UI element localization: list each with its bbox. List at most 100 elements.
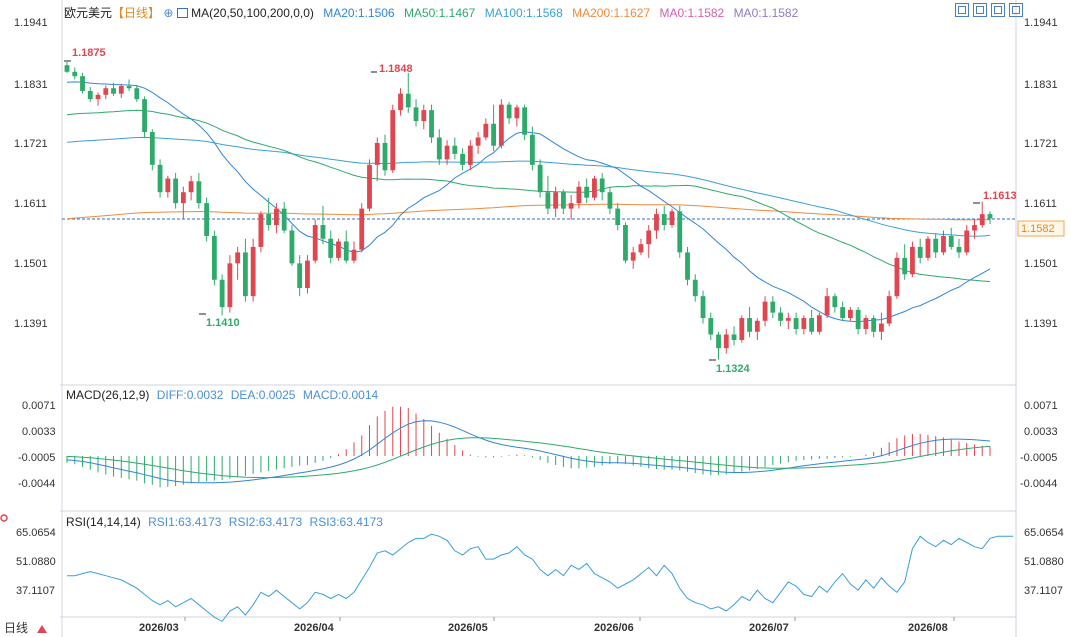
chart-toolbar — [955, 3, 1023, 17]
candle-body — [979, 214, 985, 226]
candle-body — [630, 252, 636, 261]
rsi-axis-left: 65.0654 51.0880 37.1107 — [16, 527, 56, 597]
price-tick-left: 1.1941 — [14, 17, 48, 29]
candle-body — [95, 94, 101, 100]
candle-body — [80, 76, 85, 91]
candle-body — [460, 153, 465, 165]
candle-body — [196, 181, 202, 204]
candle-body — [708, 318, 714, 335]
candle-body — [917, 246, 923, 258]
candle-body — [421, 110, 427, 122]
low1-label: 1.1410 — [206, 317, 240, 329]
rsi-tick-right: 51.0880 — [1024, 556, 1064, 568]
candle-body — [359, 208, 365, 250]
candle-body — [568, 203, 574, 209]
rsi1-value: RSI1:63.4173 — [148, 515, 222, 529]
candle-body — [646, 230, 652, 245]
candle-body — [180, 192, 186, 204]
price-tick-right: 1.1501 — [1024, 258, 1058, 270]
moving-average-lines — [66, 81, 991, 323]
candle-body — [987, 214, 993, 219]
candle-body — [661, 214, 667, 226]
candle-body — [747, 318, 752, 332]
macd-dea: DEA:0.0025 — [230, 388, 296, 402]
candle-body — [933, 238, 939, 253]
candle-body — [879, 323, 884, 332]
period-dropdown-icon[interactable] — [37, 625, 47, 633]
candle-body — [785, 318, 791, 321]
candle-body — [739, 318, 745, 340]
ma200-line — [66, 203, 990, 221]
price-tick-right: 1.1391 — [1024, 318, 1058, 330]
macd-value: MACD:0.0014 — [302, 388, 379, 402]
layout-icon[interactable] — [991, 3, 1005, 17]
candle-body — [700, 296, 706, 319]
fullscreen-icon[interactable] — [1009, 3, 1023, 17]
candle-body — [623, 225, 628, 261]
rsi-tick-right: 65.0654 — [1024, 527, 1064, 539]
candle-body — [289, 230, 295, 264]
period-label[interactable]: 日线 — [4, 621, 28, 635]
ma-toggle-icon[interactable]: ⊕ — [163, 6, 174, 20]
candle-body — [312, 225, 318, 261]
ma50-line — [66, 109, 991, 282]
macd-tick-right: 0.0071 — [1024, 400, 1058, 412]
candle-body — [964, 230, 970, 253]
candle-body — [444, 145, 450, 160]
candle-body — [157, 164, 163, 193]
current-price-tag-box — [1017, 220, 1065, 237]
candle-body — [429, 110, 434, 138]
candle-body — [677, 211, 683, 253]
candle-body — [320, 225, 326, 239]
macd-axis-left: 0.0071 0.0033 -0.0005 -0.0044 — [18, 400, 56, 490]
candle-body — [188, 181, 194, 193]
month-label: 2026/06 — [594, 622, 634, 634]
candle-body — [522, 107, 528, 135]
candle-body — [638, 244, 644, 253]
candle-body — [305, 260, 310, 288]
symbol-name: 欧元美元 — [64, 6, 113, 20]
rsi3-value: RSI3:63.4173 — [309, 515, 383, 529]
zoom-in-icon[interactable] — [973, 3, 987, 17]
price-header: 欧元美元【日线】 ⊕ MA(20,50,100,200,0,0) MA20:1.… — [64, 6, 798, 20]
candle-body — [847, 309, 853, 319]
candle-body — [367, 164, 372, 209]
candle-body — [886, 296, 892, 324]
rsi-tick-left: 51.0880 — [16, 556, 56, 568]
time-axis: 2026/03 2026/04 2026/05 2026/06 2026/07 … — [139, 622, 948, 634]
candle-body — [948, 235, 954, 247]
candle-body — [941, 235, 946, 253]
candle-body — [560, 192, 566, 209]
high1-label: 1.1875 — [72, 47, 106, 59]
candle-body — [351, 249, 357, 261]
candle-body — [204, 203, 210, 236]
candle-body — [118, 86, 124, 94]
ma20-line — [66, 81, 991, 323]
rsi-settings-icon[interactable] — [0, 514, 8, 522]
candle-body — [382, 142, 388, 171]
crosshair-icon[interactable] — [955, 3, 969, 17]
macd-tick-left: 0.0071 — [22, 400, 56, 412]
candle-body — [863, 318, 869, 330]
month-label: 2026/07 — [749, 622, 789, 634]
candle-body — [398, 93, 403, 111]
candle-body — [72, 71, 78, 77]
candle-body — [343, 241, 349, 261]
ma-settings-icon[interactable] — [176, 8, 188, 18]
candle-body — [126, 86, 132, 89]
last-high-label: 1.1613 — [983, 190, 1017, 202]
macd-tick-left: -0.0005 — [18, 452, 55, 464]
candle-body — [731, 334, 737, 340]
ma-label: MA(20,50,100,200,0,0) — [191, 6, 314, 20]
month-label: 2026/05 — [448, 622, 488, 634]
candle-body — [529, 134, 535, 165]
candle-body — [545, 192, 551, 209]
candle-body — [452, 145, 458, 154]
period-name[interactable]: 【日线】 — [112, 6, 161, 20]
high2-label: 1.1848 — [379, 63, 413, 75]
candle-body — [297, 263, 303, 288]
candle-body — [553, 192, 559, 209]
candle-body — [514, 107, 520, 119]
candle-body — [374, 142, 380, 165]
